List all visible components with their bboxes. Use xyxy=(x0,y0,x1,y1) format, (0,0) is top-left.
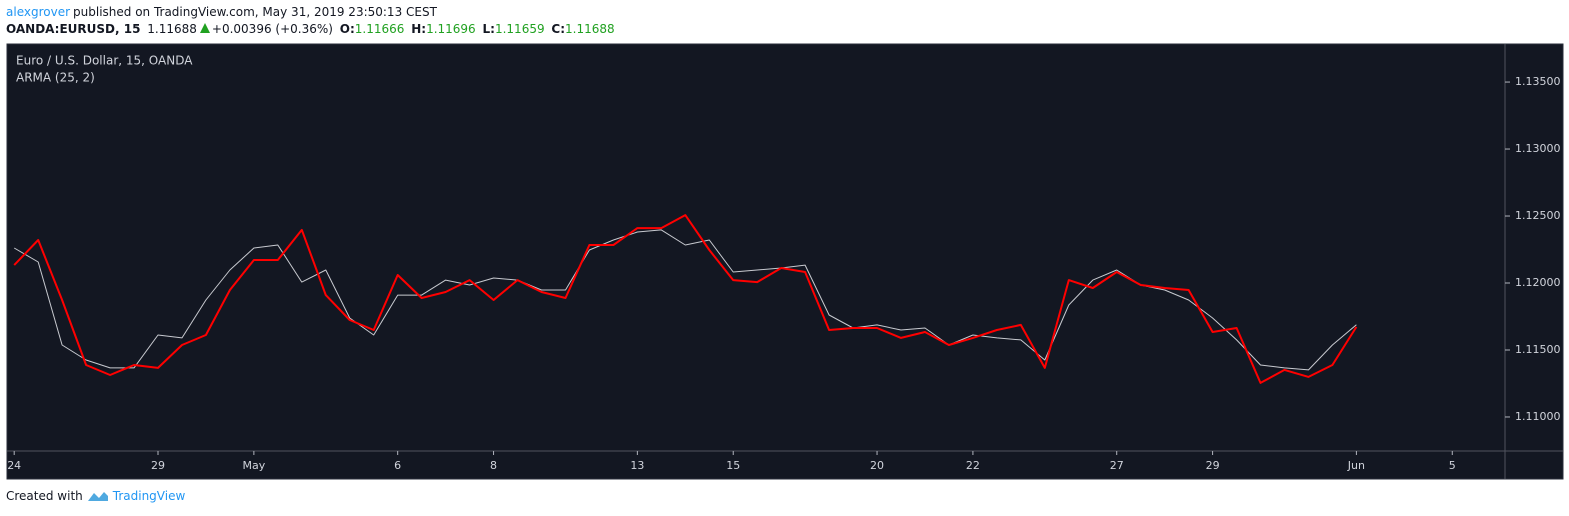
x-tick-label: 5 xyxy=(1449,459,1456,472)
x-tick-label: Jun xyxy=(1347,459,1365,472)
x-tick-label: 29 xyxy=(1206,459,1220,472)
x-tick-label: 15 xyxy=(726,459,740,472)
legend-entry: Euro / U.S. Dollar, 15, OANDA xyxy=(16,54,193,68)
x-tick-label: 20 xyxy=(870,459,884,472)
quote-line: OANDA:EURUSD, 15 1.11688 +0.00396 (+0.36%… xyxy=(6,22,618,36)
y-tick-label: 1.13500 xyxy=(1515,75,1561,88)
x-tick-label: 8 xyxy=(490,459,497,472)
x-tick-label: 13 xyxy=(630,459,644,472)
y-tick-label: 1.12500 xyxy=(1515,209,1561,222)
publish-info: published on TradingView.com, May 31, 20… xyxy=(73,5,437,19)
o-label: O: xyxy=(339,22,355,36)
series-line xyxy=(13,214,1358,384)
l-label: L: xyxy=(482,22,495,36)
y-tick-label: 1.13000 xyxy=(1515,142,1561,155)
author-link[interactable]: alexgrover xyxy=(6,5,71,19)
x-tick-label: 29 xyxy=(151,459,165,472)
y-tick-label: 1.11500 xyxy=(1515,343,1561,356)
y-tick-label: 1.12000 xyxy=(1515,276,1561,289)
tv-logo xyxy=(87,492,108,501)
x-tick-label: 22 xyxy=(966,459,980,472)
legend-entry: ARMA (25, 2) xyxy=(16,71,95,85)
h-label: H: xyxy=(411,22,427,36)
x-tick-label: May xyxy=(242,459,265,472)
x-tick-label: 24 xyxy=(7,459,21,472)
y-tick-label: 1.11000 xyxy=(1515,410,1561,423)
footer-brand[interactable]: TradingView xyxy=(112,489,186,503)
h-value: 1.11696 xyxy=(426,22,476,36)
change: +0.00396 (+0.36%) xyxy=(211,22,333,36)
c-value: 1.11688 xyxy=(565,22,615,36)
l-value: 1.11659 xyxy=(494,22,545,36)
series-line xyxy=(13,229,1357,371)
x-tick-label: 6 xyxy=(394,459,401,472)
last-price: 1.11688 xyxy=(147,22,197,36)
footer: Created with TradingView xyxy=(6,489,185,503)
o-value: 1.11666 xyxy=(354,22,405,36)
up-icon xyxy=(199,23,210,33)
footer-text: Created with xyxy=(6,489,83,503)
chart-background xyxy=(6,43,1564,480)
x-tick-label: 27 xyxy=(1110,459,1124,472)
publish-line: alexgrover published on TradingView.com, … xyxy=(6,5,440,19)
symbol: OANDA:EURUSD, 15 xyxy=(6,22,141,36)
c-label: C: xyxy=(551,22,566,36)
